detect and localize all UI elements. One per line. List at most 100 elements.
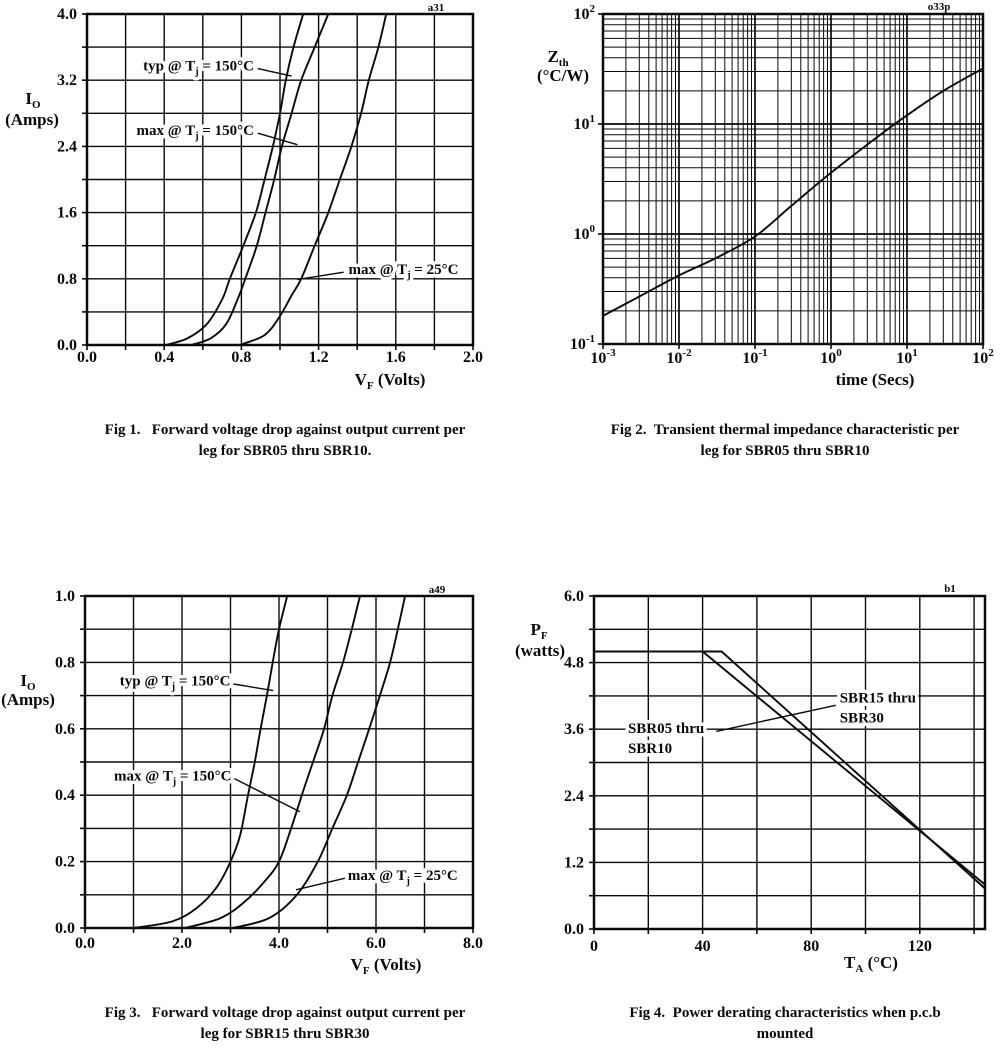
fig1-annotation-leader-1	[257, 132, 298, 146]
fig3-tick-labels: 0.0 2.0 4.0 6.0 8.0 0.0 0.2 0.4 0.6 0.8 1.0	[55, 588, 483, 952]
fig4-annotation-0-line2: SBR30	[840, 711, 884, 727]
fig3-annotation-leader-0	[233, 683, 274, 692]
fig3-plot-border	[83, 594, 475, 930]
fig1-corner-mark: a31	[428, 2, 445, 14]
fig4-plot-border	[592, 594, 987, 931]
svg-text:0.8: 0.8	[231, 349, 251, 366]
fig4-caption-line1: Fig 4. Power derating characteristics wh…	[629, 1005, 941, 1021]
fig1-annotation-leader-2	[297, 271, 344, 281]
fig2-gridlines	[598, 13, 984, 349]
svg-text:0: 0	[590, 938, 598, 955]
fig3-annotation-leader-2	[295, 877, 346, 891]
fig3-caption-line2: leg for SBR15 thru SBR30	[200, 1026, 370, 1042]
svg-text:120: 120	[908, 938, 932, 955]
svg-text:0.4: 0.4	[154, 349, 174, 366]
svg-text:0.4: 0.4	[55, 787, 75, 804]
svg-text:102: 102	[574, 3, 596, 23]
fig2-thermal-impedance-chart: 10-3 10-2 10-1 100 101 102 10-1 100 101 102 time (…	[537, 1, 994, 389]
fig2-x-axis-title: time (Secs)	[836, 370, 915, 389]
fig3-annotation-leader-1	[234, 777, 301, 813]
svg-text:2.4: 2.4	[57, 138, 77, 155]
svg-text:0.0: 0.0	[77, 349, 97, 366]
fig2-curves	[602, 67, 984, 317]
fig3-caption-line1: Fig 3. Forward voltage drop against outp…	[104, 1005, 466, 1021]
svg-text:0.0: 0.0	[564, 921, 584, 938]
svg-text:0.0: 0.0	[75, 935, 95, 952]
fig3-forward-voltage-chart: 0.0 2.0 4.0 6.0 8.0 0.0 0.2 0.4 0.6 0.8 1.0 VF (Vol…	[1, 584, 483, 977]
fig1-tick-labels: 0.0 0.4 0.8 1.2 1.6 2.0 0.0 0.8 1.6 2.4 3.2 4.0	[57, 6, 483, 366]
fig3-series-2	[232, 595, 407, 929]
svg-text:4.8: 4.8	[564, 655, 584, 672]
fig4-x-axis-title: TA (°C)	[844, 953, 898, 975]
fig2-y-axis-title-line2: (°C/W)	[537, 66, 589, 85]
fig1-annotation-leader-0	[257, 67, 292, 77]
svg-text:0.2: 0.2	[55, 854, 75, 871]
svg-text:6.0: 6.0	[366, 935, 386, 952]
fig2-series-0	[602, 67, 984, 317]
svg-text:102: 102	[972, 347, 994, 367]
svg-text:1.2: 1.2	[309, 349, 329, 366]
svg-text:0.0: 0.0	[55, 920, 75, 937]
fig3-series-0	[133, 595, 289, 929]
svg-text:3.2: 3.2	[57, 72, 77, 89]
fig2-caption: Fig 2. Transient thermal impedance chara…	[570, 420, 1000, 462]
fig1-y-axis-title-line2: (Amps)	[5, 110, 59, 129]
fig1-y-axis-title-line1: IO	[25, 89, 41, 111]
svg-text:0.8: 0.8	[55, 654, 75, 671]
svg-text:6.0: 6.0	[564, 588, 584, 605]
svg-text:10-3: 10-3	[590, 347, 616, 367]
fig4-curves	[594, 650, 986, 890]
svg-text:2.0: 2.0	[172, 935, 192, 952]
fig4-caption: Fig 4. Power derating characteristics wh…	[570, 1003, 1000, 1045]
fig2-plot-border	[601, 12, 985, 346]
svg-text:100: 100	[574, 223, 596, 243]
fig2-tick-labels: 10-3 10-2 10-1 100 101 102 10-1 100 101 102	[570, 3, 994, 367]
fig3-curves	[133, 595, 407, 929]
fig2-corner-mark: o33p	[928, 1, 951, 13]
svg-text:4.0: 4.0	[57, 6, 77, 23]
fig4-gridlines	[589, 595, 985, 934]
fig4-y-axis-title-line1: PF	[530, 620, 547, 642]
fig1-series-2	[239, 13, 388, 346]
fig4-annotation-1-line1: SBR05 thru	[628, 721, 704, 737]
svg-text:10-2: 10-2	[666, 347, 692, 367]
fig4-caption-line2: mounted	[756, 1026, 814, 1042]
svg-text:0.6: 0.6	[55, 721, 75, 738]
svg-text:10-1: 10-1	[742, 347, 767, 367]
svg-text:2.0: 2.0	[463, 349, 483, 366]
fig1-annotation-2-line1: max @ Tj = 25°C	[349, 262, 459, 281]
svg-text:1.6: 1.6	[57, 205, 77, 222]
fig4-annotation-0-line1: SBR15 thru	[840, 691, 916, 707]
fig4-corner-mark: b1	[944, 583, 956, 595]
fig3-annotation-1-line1: max @ Tj = 150°C	[114, 768, 231, 787]
svg-text:0.8: 0.8	[57, 271, 77, 288]
fig3-y-axis-title-line1: IO	[20, 671, 36, 693]
fig3-y-axis-title-line2: (Amps)	[1, 690, 55, 709]
fig1-x-axis-title: VF (Volts)	[355, 370, 426, 392]
fig3-caption: Fig 3. Forward voltage drop against outp…	[65, 1003, 505, 1045]
fig1-forward-voltage-chart: 0.0 0.4 0.8 1.2 1.6 2.0 0.0 0.8 1.6 2.4 3.2 4.0 VF (…	[5, 2, 483, 392]
fig1-caption-line1: Fig 1. Forward voltage drop against outp…	[104, 422, 466, 438]
svg-text:3.6: 3.6	[564, 721, 584, 738]
fig4-series-0	[594, 650, 986, 886]
fig1-caption: Fig 1. Forward voltage drop against outp…	[65, 420, 505, 462]
fig4-annotation-1-line2: SBR10	[628, 741, 672, 757]
fig4-series-1	[594, 650, 986, 890]
fig2-y-axis-title-line1: Zth	[547, 47, 568, 69]
svg-text:10-1: 10-1	[570, 333, 595, 353]
svg-text:101: 101	[574, 113, 596, 133]
svg-text:1.2: 1.2	[564, 854, 584, 871]
fig1-annotation-1-line1: max @ Tj = 150°C	[137, 123, 254, 142]
svg-text:40: 40	[695, 938, 711, 955]
fig4-annotation-leader-0	[716, 704, 836, 733]
svg-text:4.0: 4.0	[269, 935, 289, 952]
fig1-curves	[165, 13, 388, 346]
svg-text:80: 80	[803, 938, 819, 955]
fig1-gridlines	[82, 13, 474, 350]
fig4-tick-labels: 0 40 80 120 0.0 1.2 2.4 3.6 4.8 6.0	[564, 588, 932, 955]
fig3-series-1	[184, 595, 361, 929]
fig2-caption-line2: leg for SBR05 thru SBR10	[700, 443, 870, 459]
fig1-series-0	[165, 13, 305, 346]
fig3-corner-mark: a49	[429, 584, 446, 596]
